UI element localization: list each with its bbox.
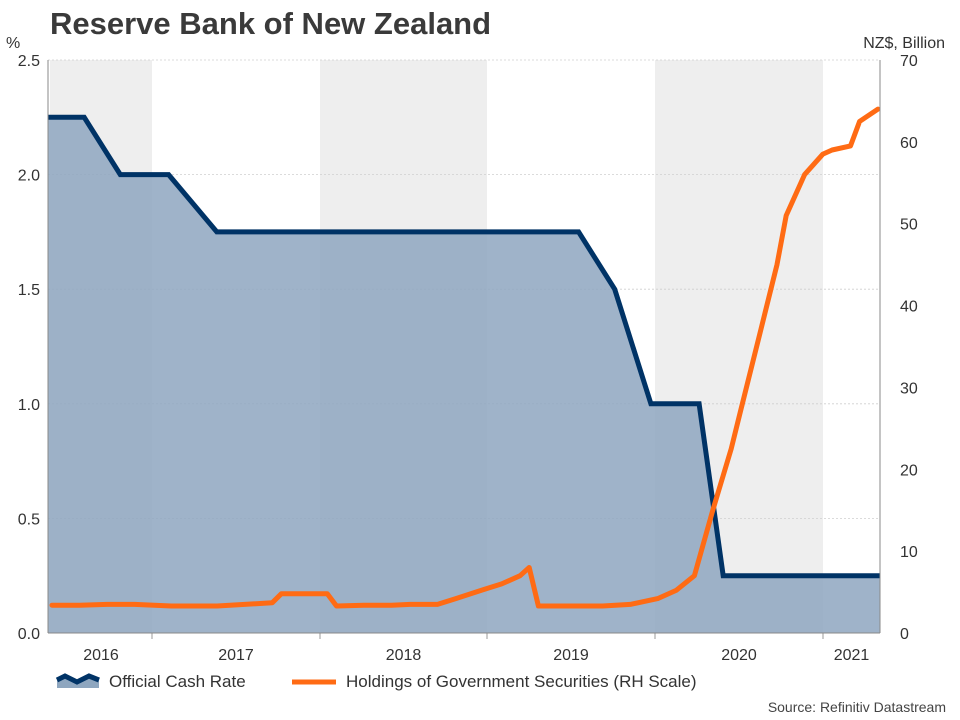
right-tick-label-3: 30 bbox=[900, 380, 918, 397]
series-lines bbox=[48, 106, 881, 609]
ocr-area-fill bbox=[48, 117, 880, 634]
legend-item-securities: Holdings of Government Securities (RH Sc… bbox=[292, 672, 697, 692]
legend-label-securities: Holdings of Government Securities (RH Sc… bbox=[346, 672, 697, 691]
series-line-securities bbox=[49, 106, 881, 609]
left-tick-label-2: 1.0 bbox=[18, 397, 40, 414]
left-tick-label-1: 0.5 bbox=[18, 511, 40, 528]
left-tick-label-5: 2.5 bbox=[18, 53, 40, 70]
legend-swatch-ocr bbox=[55, 673, 100, 688]
legend-item-ocr: Official Cash Rate bbox=[55, 672, 246, 692]
left-tick-label-3: 1.5 bbox=[18, 282, 40, 299]
x-tick-label-2016: 2016 bbox=[83, 647, 119, 664]
legend-swatch-securities bbox=[292, 679, 336, 685]
right-tick-label-4: 40 bbox=[900, 299, 918, 316]
right-tick-label-1: 10 bbox=[900, 544, 918, 561]
right-tick-label-2: 20 bbox=[900, 462, 918, 479]
source-note: Source: Refinitiv Datastream bbox=[767, 699, 946, 715]
right-tick-label-7: 70 bbox=[900, 53, 918, 70]
chart-title: Reserve Bank of New Zealand bbox=[50, 6, 492, 41]
right-tick-label-5: 50 bbox=[900, 217, 918, 234]
left-tick-label-4: 2.0 bbox=[18, 168, 40, 185]
right-tick-label-6: 60 bbox=[900, 135, 918, 152]
series-line-ocr bbox=[48, 114, 880, 579]
right-axis-unit: NZ$, Billion bbox=[863, 35, 945, 52]
x-tick-label-2021: 2021 bbox=[834, 647, 870, 664]
axes: 0.0 0.5 1.0 1.5 2.0 2.5 0 10 20 30 40 50 60 70 2016 201… bbox=[18, 53, 918, 664]
x-tick-label-2019: 2019 bbox=[553, 647, 589, 664]
right-tick-label-0: 0 bbox=[900, 626, 909, 643]
left-axis-unit: % bbox=[6, 35, 20, 52]
ocr-area bbox=[48, 117, 880, 634]
left-tick-label-0: 0.0 bbox=[18, 626, 40, 643]
legend-label-ocr: Official Cash Rate bbox=[109, 672, 246, 691]
x-tick-label-2020: 2020 bbox=[721, 647, 757, 664]
year-band-2021 bbox=[823, 60, 880, 633]
x-tick-label-2017: 2017 bbox=[218, 647, 254, 664]
x-tick-label-2018: 2018 bbox=[386, 647, 422, 664]
